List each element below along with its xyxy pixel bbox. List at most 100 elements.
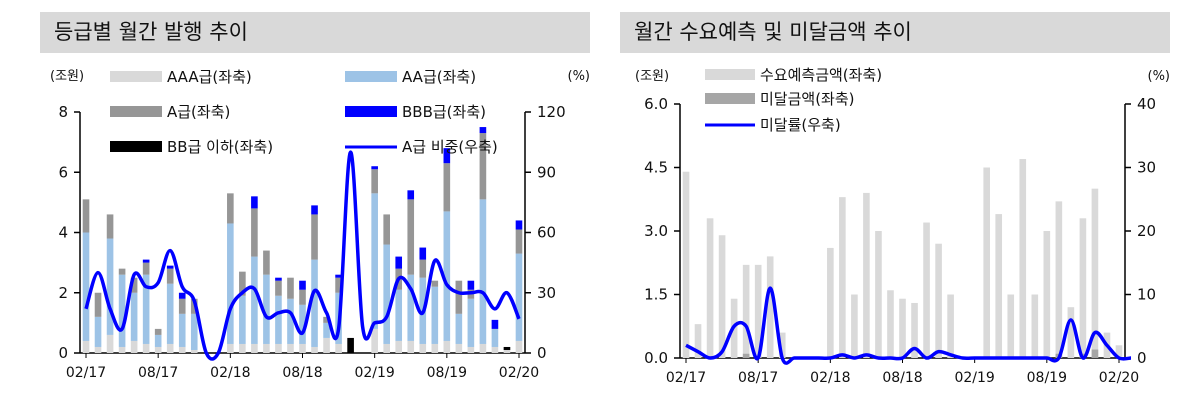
bar <box>82 232 90 341</box>
bar <box>323 337 330 353</box>
bar <box>455 343 463 353</box>
legend-swatch <box>345 106 397 117</box>
bar <box>263 274 270 344</box>
bar <box>742 353 750 358</box>
bar <box>299 280 306 290</box>
bar <box>142 262 150 275</box>
bar <box>503 346 511 350</box>
legend-label: 미달금액(좌축) <box>760 90 855 108</box>
legend-label: AAA급(좌축) <box>167 68 252 86</box>
bar <box>311 346 318 353</box>
bar <box>983 167 990 358</box>
legend-label: 미달률(우축) <box>760 116 841 134</box>
bar <box>1067 307 1075 358</box>
bar <box>1007 294 1015 358</box>
x-tick-label: 02/18 <box>810 370 850 386</box>
right-tick-label: 30 <box>1137 159 1156 177</box>
left-axis-unit: (조원) <box>50 69 84 84</box>
bar <box>515 220 523 230</box>
legend-swatch <box>705 69 755 80</box>
bar <box>311 259 318 347</box>
x-tick-label: 02/20 <box>1099 370 1139 386</box>
bar <box>190 349 198 353</box>
bar <box>166 268 174 284</box>
bar <box>419 343 427 353</box>
bar <box>142 259 150 263</box>
bar <box>371 166 378 170</box>
legend-label: BB급 이하(좌축) <box>167 138 273 156</box>
bar <box>239 271 246 296</box>
bar <box>166 265 174 269</box>
bar <box>106 334 114 353</box>
right-tick-label: 0 <box>537 344 547 362</box>
bar <box>383 214 390 245</box>
bar <box>479 343 487 353</box>
bar <box>443 340 451 353</box>
left-tick-label: 3.0 <box>644 222 668 240</box>
bar <box>251 196 258 209</box>
bar <box>935 243 942 358</box>
bar <box>190 313 198 350</box>
left-chart: (조원) (%) 0 2 4 6 8 0 30 60 90 120 02/17 08/17 02/18 08/… <box>50 68 590 381</box>
right-axis-unit: (%) <box>568 69 591 84</box>
right-tick-label: 20 <box>1137 222 1156 240</box>
plot-area: (조원) (%) 0 2 4 6 8 0 30 60 90 120 02/17 08/17 02/18 08/… <box>50 69 590 381</box>
bar <box>251 256 258 344</box>
left-tick-label: 6 <box>58 163 68 181</box>
bar <box>311 214 318 260</box>
bar <box>407 274 415 341</box>
left-tick-label: 8 <box>58 103 68 121</box>
legend: 수요예측금액(좌축) 미달금액(좌축) 미달률(우축) <box>705 66 882 134</box>
bar <box>383 343 390 353</box>
bar <box>383 244 390 344</box>
bar <box>1019 159 1027 358</box>
bar <box>515 340 523 353</box>
bar <box>142 274 150 344</box>
bar <box>515 253 523 341</box>
plot-area: (조원) (%) 0.0 1.5 3.0 4.5 6.0 0 10 20 30 40 02/17 08/1… <box>635 69 1170 386</box>
bar <box>94 292 102 317</box>
bar <box>178 298 186 314</box>
legend-label: 수요예측금액(좌축) <box>760 66 882 84</box>
bar <box>323 322 330 338</box>
bar <box>827 247 834 358</box>
bar <box>491 319 499 329</box>
bar <box>718 235 726 358</box>
bar <box>467 298 475 347</box>
left-tick-label: 4 <box>58 224 68 242</box>
bar <box>491 346 499 353</box>
bar <box>82 340 90 353</box>
legend-swatch <box>110 106 162 117</box>
bar <box>479 199 487 344</box>
legend-swatch <box>345 71 397 82</box>
right-panel: 월간 수요예측 및 미달금액 추이 (조원) (%) 0.0 1.5 3.0 4.5 6.0… <box>620 0 1170 407</box>
legend-label: BBB급(좌축) <box>402 103 486 121</box>
bar <box>118 346 126 353</box>
bar <box>754 264 762 358</box>
bar <box>275 277 282 281</box>
bar <box>995 214 1003 358</box>
bar <box>503 349 511 353</box>
bar <box>166 283 174 344</box>
left-tick-label: 6.0 <box>644 95 668 113</box>
bar <box>742 264 750 358</box>
legend-swatch <box>110 141 162 152</box>
x-tick-label: 08/17 <box>738 370 778 386</box>
bar <box>299 304 306 344</box>
bar <box>395 340 403 353</box>
bar <box>154 346 162 353</box>
bar <box>851 294 858 358</box>
right-axis-unit: (%) <box>1148 69 1171 84</box>
x-tick-label: 08/19 <box>1027 370 1067 386</box>
bar <box>467 280 475 290</box>
bar <box>899 298 906 358</box>
bar <box>1055 201 1063 358</box>
bar <box>239 343 246 353</box>
bar <box>467 346 475 353</box>
legend-label: A급(좌축) <box>167 103 230 121</box>
bar <box>299 343 306 353</box>
series-line <box>685 286 1132 365</box>
bar <box>443 148 451 164</box>
bar <box>431 286 439 344</box>
bar <box>154 334 162 347</box>
